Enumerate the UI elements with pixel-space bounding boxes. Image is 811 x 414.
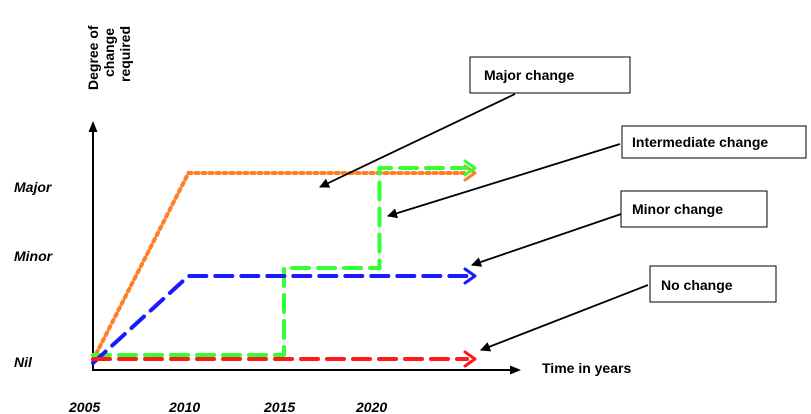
arrow-minor-change: [471, 210, 631, 267]
x-tick-2020: 2020: [355, 399, 387, 414]
series-minor-change: [91, 274, 469, 365]
x-tick-2005: 2005: [68, 399, 100, 414]
y-tick-major: Major: [14, 179, 53, 195]
series-minor-change-arrowhead: [463, 267, 477, 285]
callout-no-change-label: No change: [661, 277, 733, 293]
y-tick-nil: Nil: [14, 354, 33, 370]
callout-major-change-label: Major change: [484, 67, 574, 83]
callout-minor-change: Minor change: [620, 190, 768, 228]
series-no-change-arrowhead: [463, 350, 477, 368]
series-layer: [91, 159, 477, 368]
y-axis-title-line-2: change: [101, 28, 117, 77]
callout-no-change: No change: [649, 265, 777, 303]
x-tick-2015: 2015: [263, 399, 295, 414]
series-major-change: [91, 171, 469, 362]
callout-intermediate-change: Intermediate change: [621, 125, 807, 159]
callout-no-change-box: [649, 265, 777, 303]
y-axis-title-line-1: Degree of: [85, 25, 101, 90]
y-axis-title-line-3: required: [117, 26, 133, 82]
arrow-intermediate-change: [387, 143, 621, 219]
series-intermediate-change-arrowhead: [463, 159, 477, 177]
arrow-no-change: [480, 284, 649, 352]
y-tick-minor: Minor: [14, 248, 54, 264]
axes: [88, 121, 521, 375]
x-tick-2010: 2010: [168, 399, 200, 414]
x-axis-title: Time in years: [542, 360, 631, 376]
callout-major-change: Major change: [469, 56, 631, 94]
callout-arrows: [319, 93, 649, 352]
callout-intermediate-change-label: Intermediate change: [632, 134, 768, 150]
series-intermediate-change: [91, 166, 469, 357]
callout-major-change-box: [469, 56, 631, 94]
y-axis-arrowhead: [88, 121, 98, 132]
callout-intermediate-change-box: [621, 125, 807, 159]
callout-minor-change-box: [620, 190, 768, 228]
arrow-major-change: [319, 93, 516, 188]
x-axis-arrowhead: [510, 365, 521, 375]
callout-minor-change-label: Minor change: [632, 201, 723, 217]
